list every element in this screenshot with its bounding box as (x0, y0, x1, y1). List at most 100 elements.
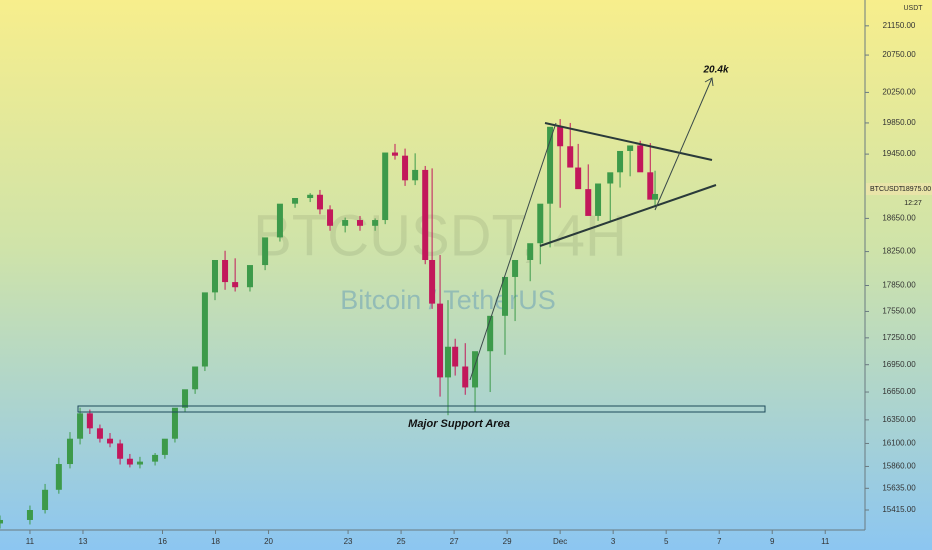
y-tick-label: 17250.00 (882, 333, 916, 342)
candle-body (292, 198, 299, 204)
y-tick-label: 16650.00 (882, 387, 916, 396)
candle-body (0, 519, 3, 524)
candle-body (547, 126, 554, 204)
candle-body (42, 489, 49, 511)
candle-body (527, 243, 534, 260)
plot (0, 119, 659, 529)
candle-body (171, 407, 178, 439)
y-tick-label: 20250.00 (882, 88, 916, 97)
candle-body (422, 169, 429, 260)
candle-body (316, 194, 323, 210)
candle-body (86, 413, 93, 429)
x-tick-label: 27 (450, 537, 459, 546)
candle-body (161, 438, 168, 455)
candle-body (201, 292, 208, 367)
candle-body (557, 126, 564, 147)
y-tick-label: 19450.00 (882, 149, 916, 158)
candle-body (462, 366, 469, 388)
candle-body (77, 413, 84, 439)
candle-body (391, 152, 398, 156)
candle-body (66, 438, 73, 465)
candle-body (262, 237, 269, 266)
candle-body (502, 276, 509, 316)
x-tick-label: 9 (770, 537, 775, 546)
y-tick-label: 17850.00 (882, 281, 916, 290)
candle-body (472, 351, 479, 388)
x-tick-label: 20 (264, 537, 273, 546)
candle-body (617, 150, 624, 173)
y-tick-label: 16950.00 (882, 360, 916, 369)
candle-body (327, 209, 334, 226)
candle-body (575, 167, 582, 190)
axes: 21150.00 20750.00 20250.00 19850.00 19450.00… (26, 21, 916, 546)
candle-body (607, 172, 614, 184)
x-tick-label: 7 (717, 537, 722, 546)
y-tick-label: 15635.00 (882, 483, 916, 492)
candle-body (445, 346, 452, 378)
y-tick-label: 17550.00 (882, 307, 916, 316)
candle-body (429, 259, 436, 304)
candle-body (182, 389, 189, 408)
y-tick-label: 15860.00 (882, 462, 916, 471)
candle-body (246, 265, 253, 288)
y-tick-label: 16100.00 (882, 439, 916, 448)
candle-body (222, 259, 229, 283)
y-tick-label: 15415.00 (882, 505, 916, 514)
support-box (77, 405, 766, 413)
y-tick-label: 20750.00 (882, 50, 916, 59)
candle-body (652, 193, 659, 200)
target-label: 20.4k (702, 65, 728, 76)
candle-body (26, 510, 33, 520)
candle-body (537, 203, 544, 244)
x-tick-label: 23 (344, 537, 353, 546)
candle-body (211, 259, 218, 293)
pole-line (469, 122, 557, 381)
candle-body (276, 203, 283, 238)
trend-line (539, 184, 717, 247)
symbol-tag: BTCUSDT (870, 186, 904, 193)
candle-body (117, 443, 124, 459)
x-tick-label: Dec (553, 537, 567, 546)
candle-body (637, 145, 644, 173)
candle-body (512, 259, 519, 277)
candle-body (567, 146, 574, 168)
candle-body (452, 346, 459, 367)
x-tick-label: 11 (26, 537, 35, 546)
x-tick-label: 3 (611, 537, 616, 546)
candle-body (107, 438, 114, 444)
y-tick-label: 19850.00 (882, 118, 916, 127)
candle-body (647, 172, 654, 200)
currency-label: USDT (903, 5, 923, 12)
candle-body (627, 145, 634, 151)
candle-body (372, 220, 379, 226)
x-tick-label: 18 (211, 537, 220, 546)
x-tick-label: 5 (664, 537, 669, 546)
arrow-head (704, 77, 714, 87)
candle-body (412, 169, 419, 181)
y-tick-label: 21150.00 (883, 21, 916, 30)
support-label: Major Support Area (408, 418, 510, 430)
candle-body (487, 315, 494, 352)
trend-line (544, 122, 713, 161)
bar-countdown: 12:27 (904, 200, 922, 207)
candle-body (595, 183, 602, 216)
y-tick-label: 16350.00 (882, 415, 916, 424)
y-tick-label: 18250.00 (882, 247, 916, 256)
candle-body (585, 189, 592, 216)
candle-body (192, 366, 199, 390)
x-tick-label: 13 (79, 537, 88, 546)
x-tick-label: 25 (397, 537, 406, 546)
candle-body (356, 220, 363, 226)
target-arrow (654, 77, 713, 211)
candle-body (152, 454, 159, 462)
last-price: 18975.00 (902, 186, 931, 193)
y-tick-label: 18650.00 (882, 214, 916, 223)
candle-body (437, 303, 444, 378)
x-tick-label: 29 (503, 537, 512, 546)
candle-body (232, 282, 239, 288)
price-tag-bg (866, 183, 932, 195)
candle-body (342, 220, 349, 226)
candle-body (55, 464, 62, 490)
